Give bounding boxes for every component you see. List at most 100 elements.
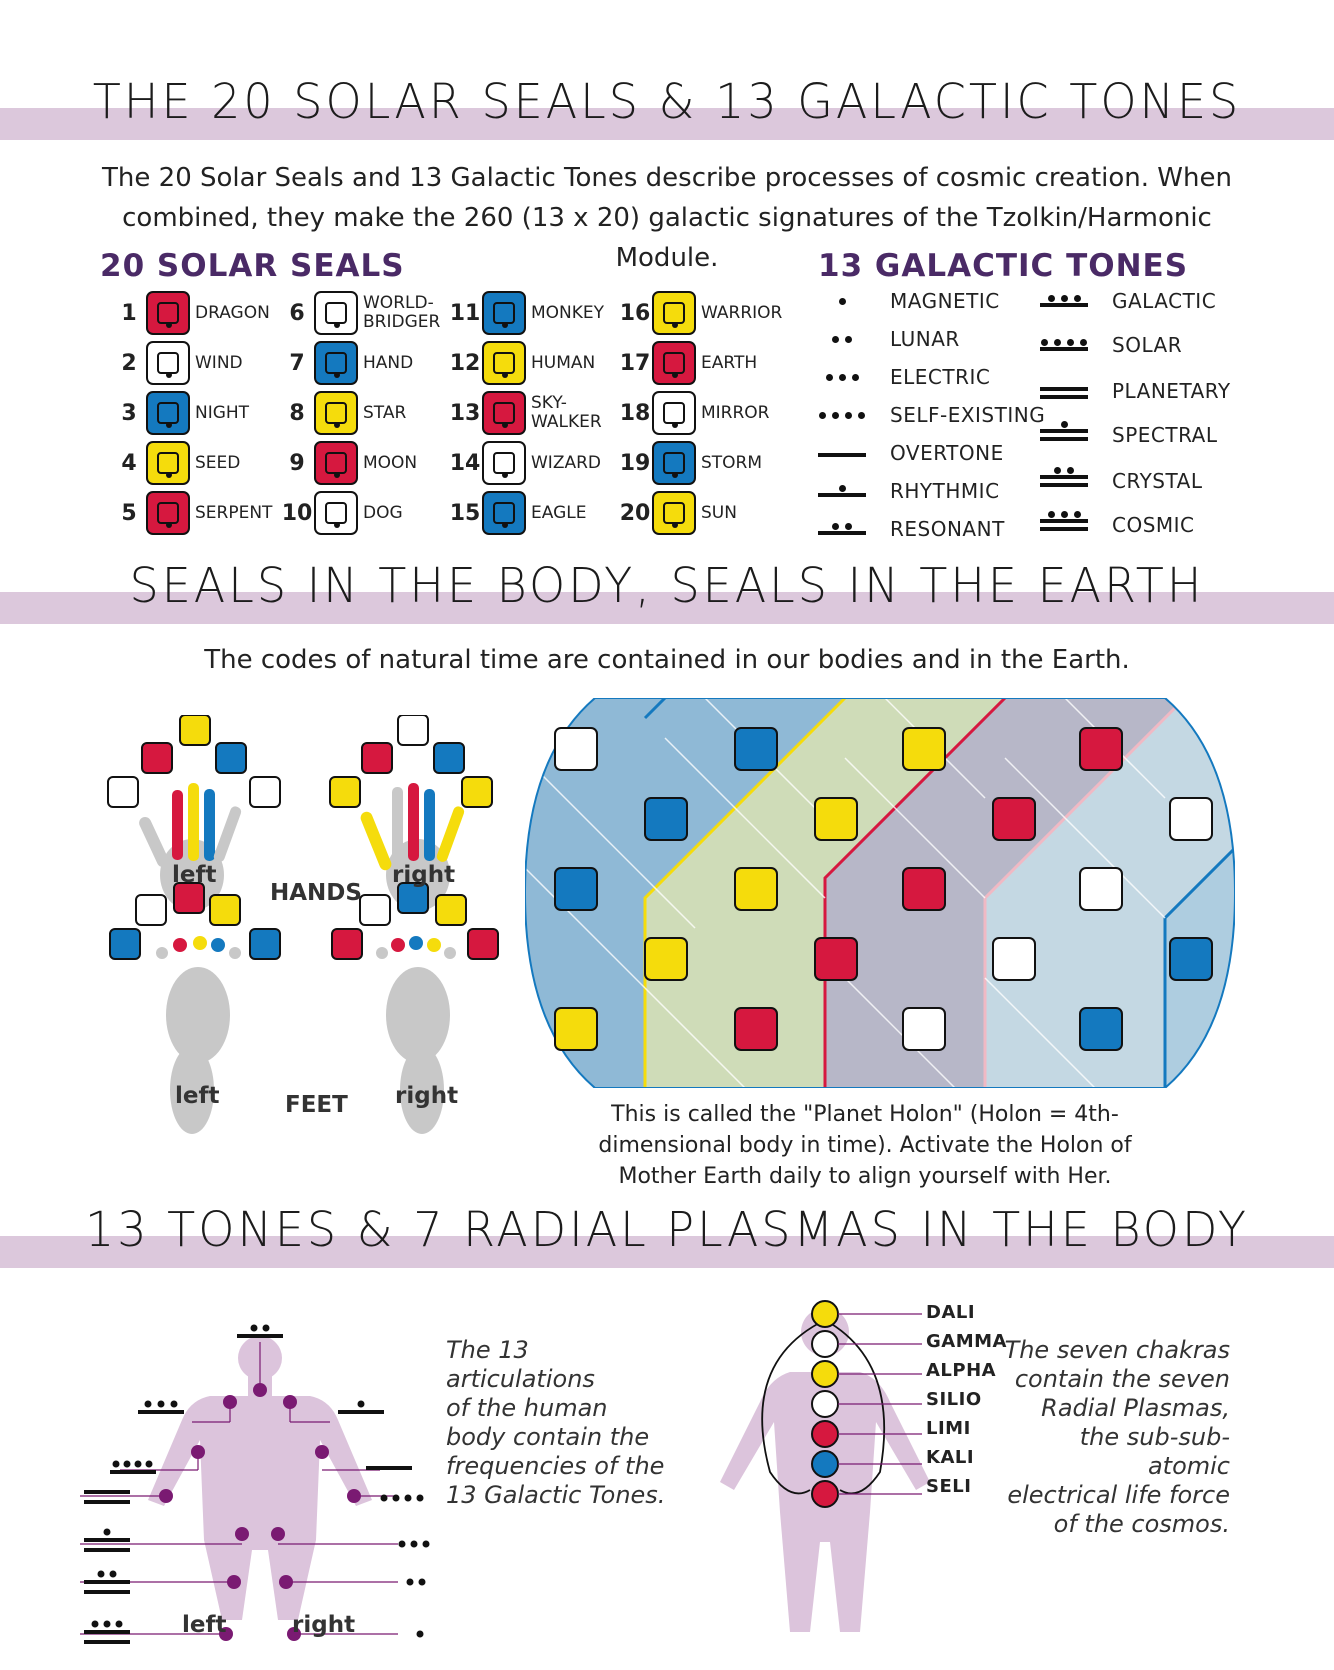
seal-number: 18 [619,400,651,426]
galactic-tones-heading: 13 GALACTIC TONES [818,248,1189,284]
intro-line-1: The 20 Solar Seals and 13 Galactic Tones… [102,163,1232,193]
title-band-3 [0,1236,1334,1268]
seal-name: WORLD- BRIDGER [363,293,441,332]
plasma-label-kali: KALI [926,1447,975,1468]
seal-number: 7 [289,350,305,376]
solar-seal-item: 20 SUN [618,490,737,536]
right-hand-label: right [392,862,456,888]
seal-name: STAR [363,402,407,423]
seal-number: 1 [121,300,137,326]
galactic-tone-item: RHYTHMIC [814,474,1000,508]
tone-name: MAGNETIC [890,289,1000,313]
tone-dot-bar-icon [1036,511,1100,537]
seal-number: 8 [289,400,305,426]
seal-number: 4 [121,450,137,476]
seal-number: 6 [289,300,305,326]
tone-dot-bar-icon [814,403,878,427]
sun-glyph-icon [652,491,696,535]
seed-glyph-icon [146,441,190,485]
hand-glyph-icon [314,341,358,385]
solar-seal-item: 3 NIGHT [112,390,249,436]
eagle-glyph-icon [482,491,526,535]
tone-name: RHYTHMIC [890,479,1000,503]
star-glyph-icon [314,391,358,435]
seal-name: DOG [363,502,403,523]
left-foot-illustration [156,936,241,1134]
note-line: electrical life force [1007,1481,1230,1509]
seal-name: MONKEY [531,302,605,323]
chakras-note: The seven chakras contain the seven Radial… [1000,1336,1230,1539]
earth-glyph-icon [652,341,696,385]
tone-dot-bar-icon [1036,289,1100,313]
seal-name: MOON [363,452,418,473]
seal-name: SUN [701,502,737,523]
tone-dot-bar-icon [814,441,878,465]
seal-number: 5 [121,500,137,526]
plasma-label-dali: DALI [926,1302,976,1323]
galactic-tone-item: LUNAR [814,322,960,356]
solar-seal-item: 14 WIZARD [448,440,601,486]
right-foot-illustration [376,936,456,1134]
section-title-tones-plasmas: 13 TONES & 7 RADIAL PLASMAS IN THE BODY [85,1200,1249,1258]
plasma-label-silio: SILIO [926,1389,982,1410]
tone-name: GALACTIC [1112,289,1217,313]
seal-name: STORM [701,452,763,473]
tone-dot-bar-icon [1036,379,1100,403]
seal-name: HUMAN [531,352,596,373]
seal-number: 12 [449,350,481,376]
title-band-2 [0,592,1334,624]
human-glyph-icon [482,341,526,385]
seal-name: WIZARD [531,452,602,473]
serpent-glyph-icon [146,491,190,535]
wizard-glyph-icon [482,441,526,485]
radial-plasmas-diagram [720,1300,930,1632]
articulations-note: The 13 articulations of the human body con… [446,1336,676,1510]
tone-name: ELECTRIC [890,365,991,389]
worldbridger-glyph-icon [314,291,358,335]
note-line: of the human [446,1394,608,1422]
galactic-tone-item: MAGNETIC [814,284,1000,318]
solar-seals-heading: 20 SOLAR SEALS [100,248,405,284]
galactic-tone-item: OVERTONE [814,436,1004,470]
tone-dot-bar-icon [1036,333,1100,357]
tone-dot-bar-icon [814,289,878,313]
solar-seal-item: 1 DRAGON [112,290,270,336]
right-foot-label: right [395,1083,459,1109]
solar-seal-item: 16 WARRIOR [618,290,782,336]
tone-dot-bar-icon [814,479,878,503]
tone-name: RESONANT [890,517,1005,541]
intro-line-2: combined, they make the 260 (13 x 20) ga… [122,203,1212,273]
warrior-glyph-icon [652,291,696,335]
seal-number: 11 [449,300,481,326]
note-line: 13 Galactic Tones. [446,1481,666,1509]
seal-name: NIGHT [195,402,250,423]
mirror-glyph-icon [652,391,696,435]
solar-seal-item: 9 MOON [280,440,417,486]
skywalker-glyph-icon [482,391,526,435]
tone-name: PLANETARY [1112,379,1231,403]
note-line: The 13 articulations [446,1336,595,1393]
seal-number: 19 [619,450,651,476]
plasma-label-seli: SELI [926,1476,972,1497]
tone-dot-bar-icon [814,517,878,541]
seal-name: DRAGON [195,302,270,323]
tone-name: CRYSTAL [1112,469,1203,493]
tone-name: LUNAR [890,327,960,351]
note-line: frequencies of the [446,1452,665,1480]
storm-glyph-icon [652,441,696,485]
feet-label: FEET [285,1092,348,1118]
note-line: body contain the [446,1423,650,1451]
seal-name: HAND [363,352,414,373]
body-articulations-diagram [80,1324,430,1644]
section-intro-body-earth: The codes of natural time are contained … [204,645,1130,675]
tone-name: COSMIC [1112,513,1195,537]
hands-feet-diagram [107,715,499,1134]
seal-number: 14 [449,450,481,476]
wind-glyph-icon [146,341,190,385]
note-line: of the cosmos. [1053,1510,1230,1538]
holon-caption-2: dimensional body in time). Activate the … [598,1133,1132,1158]
tone-dot-bar-icon [1036,421,1100,447]
solar-seal-item: 10 DOG [280,490,403,536]
seal-number: 20 [619,500,651,526]
tone-dot-bar-icon [1036,467,1100,493]
